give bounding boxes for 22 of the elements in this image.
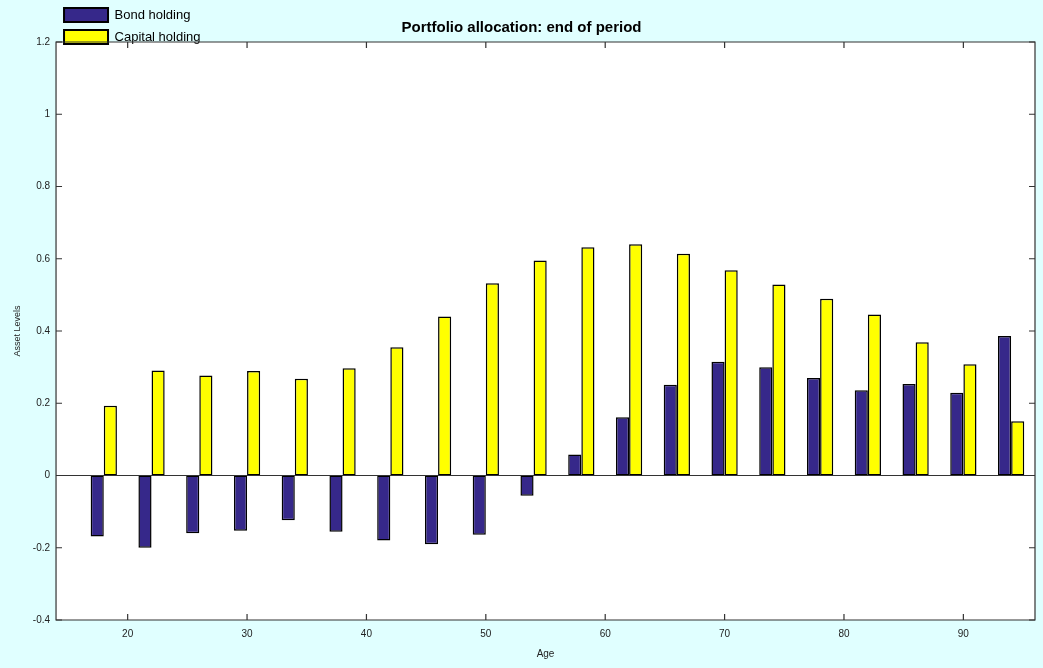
x-tick-label: 60 [599,627,612,639]
x-tick-label: 50 [480,627,492,639]
y-tick-label: -0.2 [32,541,51,553]
y-tick-label: 0.4 [36,324,51,336]
x-tick-label: 70 [719,627,731,639]
y-axis-title: Asset Levels [11,304,22,357]
chart-title: Portfolio allocation: end of period [401,18,642,35]
y-tick-label: 0.8 [36,180,51,192]
y-tick-label: 1.2 [36,35,51,47]
legend-label: Bond holding [114,6,191,22]
y-tick-label: 0.2 [36,397,51,408]
x-tick-label: 40 [360,627,373,639]
x-tick-label: 30 [241,627,254,639]
y-tick-label: -0.4 [32,613,51,625]
x-tick-label: 20 [122,627,134,639]
x-tick-label: 90 [957,627,970,639]
y-tick-label: 1 [44,108,51,119]
y-tick-label: 0 [44,469,51,481]
x-tick-label: 80 [838,627,850,639]
legend-label: Capital holding [114,28,201,44]
x-axis-title: Age [536,647,555,659]
y-tick-label: 0.6 [36,252,51,264]
